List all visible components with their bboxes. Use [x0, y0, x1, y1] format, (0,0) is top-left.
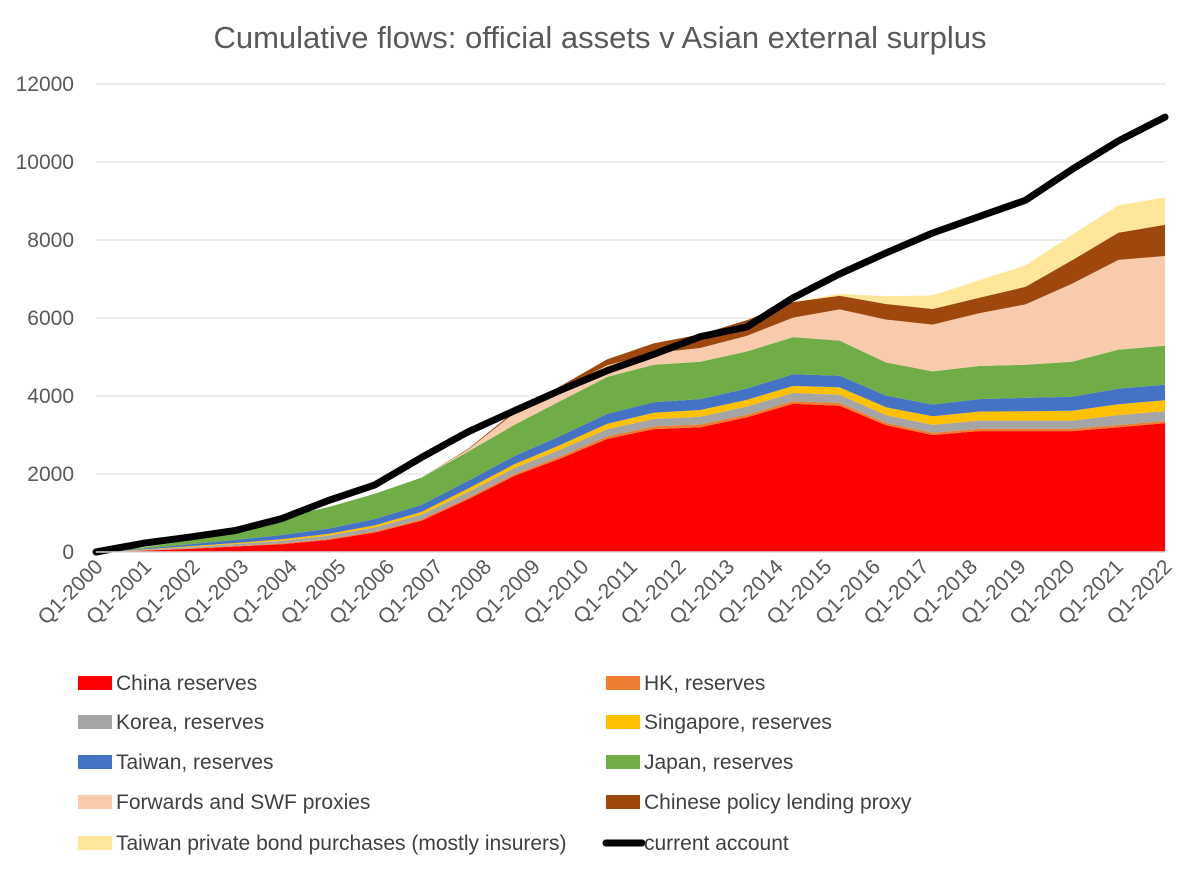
area-forwards-and-swf-proxies — [96, 256, 1165, 552]
stacked-areas — [96, 197, 1165, 553]
legend-taiwan-private-bond-purchases-mostly-insurers-label: Taiwan private bond purchases (mostly in… — [116, 832, 567, 855]
legend-current-account-label: current account — [644, 832, 789, 855]
area-china-reserves — [96, 403, 1165, 552]
y-tick-label: 12000 — [16, 73, 74, 96]
legend: China reserves HK, reserves Korea, reserve… — [78, 672, 912, 855]
y-tick-label: 10000 — [16, 151, 74, 174]
current-account-line — [92, 113, 1169, 556]
y-tick-label: 4000 — [27, 385, 74, 408]
area-korea-reserves — [96, 392, 1165, 552]
legend-hk-reserves-swatch — [606, 676, 640, 690]
legend-taiwan-reserves-label: Taiwan, reserves — [116, 751, 274, 774]
legend-japan-reserves-swatch — [606, 755, 640, 769]
area-japan-reserves — [96, 337, 1165, 552]
chart-title: Cumulative flows: official assets v Asia… — [213, 20, 986, 55]
y-tick-label: 8000 — [27, 229, 74, 252]
legend-korea-reserves-label: Korea, reserves — [116, 711, 264, 734]
legend-china-reserves-label: China reserves — [116, 672, 257, 695]
area-singapore-reserves — [96, 385, 1165, 552]
legend-korea-reserves-swatch — [78, 715, 112, 729]
y-tick-label: 2000 — [27, 463, 74, 486]
legend-japan-reserves-label: Japan, reserves — [644, 751, 793, 774]
y-tick-label: 6000 — [27, 307, 74, 330]
legend-hk-reserves-label: HK, reserves — [644, 672, 765, 695]
legend-chinese-policy-lending-proxy-label: Chinese policy lending proxy — [644, 791, 912, 814]
line-series — [92, 113, 1169, 556]
y-tick-label: 0 — [62, 541, 74, 564]
legend-singapore-reserves-label: Singapore, reserves — [644, 711, 832, 734]
legend-singapore-reserves-swatch — [606, 715, 640, 729]
legend-taiwan-reserves-swatch — [78, 755, 112, 769]
legend-chinese-policy-lending-proxy-swatch — [606, 795, 640, 809]
area-chinese-policy-lending-proxy — [96, 224, 1165, 553]
legend-taiwan-private-bond-purchases-mostly-insurers-swatch — [78, 836, 112, 850]
legend-forwards-and-swf-proxies-label: Forwards and SWF proxies — [116, 791, 370, 814]
legend-china-reserves-swatch — [78, 676, 112, 690]
area-taiwan-reserves — [96, 374, 1165, 552]
legend-forwards-and-swf-proxies-swatch — [78, 795, 112, 809]
